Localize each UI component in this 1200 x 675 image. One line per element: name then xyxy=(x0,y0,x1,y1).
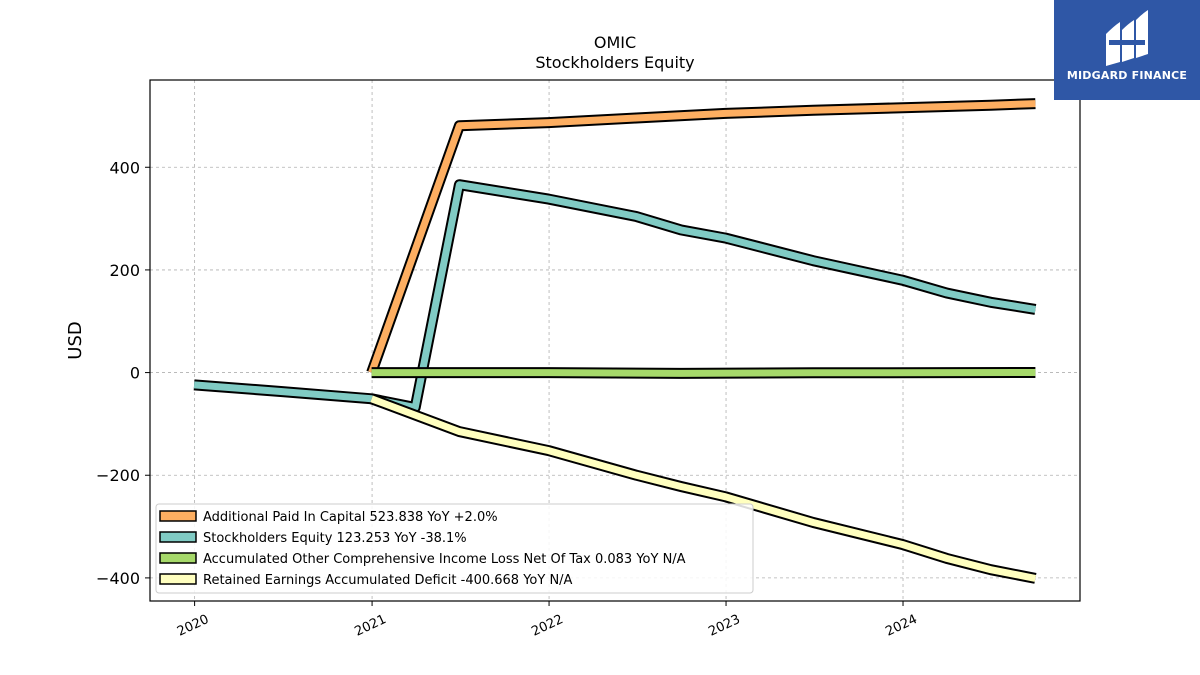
legend-label: Retained Earnings Accumulated Deficit -4… xyxy=(203,573,573,588)
legend-label: Stockholders Equity 123.253 YoY -38.1% xyxy=(203,531,467,546)
x-tick-label: 2021 xyxy=(352,612,388,640)
legend-label: Accumulated Other Comprehensive Income L… xyxy=(203,552,686,567)
series-line-4 xyxy=(369,393,1037,584)
brand-logo: MIDGARD FINANCE xyxy=(1054,0,1200,100)
brand-logo-mark-icon xyxy=(1106,10,1148,66)
series-line-stroke xyxy=(370,395,1037,582)
plot-frame xyxy=(149,79,1081,602)
series-lines xyxy=(193,98,1037,584)
chart-subtitle: Stockholders Equity xyxy=(535,53,694,72)
x-tick-label: 2020 xyxy=(175,612,211,640)
y-tick-label: 0 xyxy=(130,364,140,383)
brand-logo-name: MIDGARD FINANCE xyxy=(1066,69,1188,82)
legend-swatch xyxy=(159,573,197,585)
series-line-1 xyxy=(366,98,1036,375)
legend-box xyxy=(155,503,754,594)
x-tick-label: 2022 xyxy=(529,612,565,640)
y-tick-label: −200 xyxy=(96,466,140,485)
y-tick-label: 400 xyxy=(109,158,140,177)
series-line-3 xyxy=(371,367,1036,379)
chart-title: OMIC xyxy=(594,33,636,52)
series-line-stroke xyxy=(368,100,1036,374)
legend: Additional Paid In Capital 523.838 YoY +… xyxy=(155,503,754,594)
series-line-stroke xyxy=(371,369,1036,377)
x-tick-label: 2023 xyxy=(706,612,742,640)
legend-swatch xyxy=(159,510,197,522)
x-tick-label: 2024 xyxy=(883,612,919,640)
legend-label: Additional Paid In Capital 523.838 YoY +… xyxy=(203,510,498,525)
y-tick-label: −400 xyxy=(96,569,140,588)
y-tick-label: 200 xyxy=(109,261,140,280)
legend-swatch xyxy=(159,552,197,564)
legend-swatch xyxy=(159,531,197,543)
y-axis-label: USD xyxy=(65,321,86,359)
